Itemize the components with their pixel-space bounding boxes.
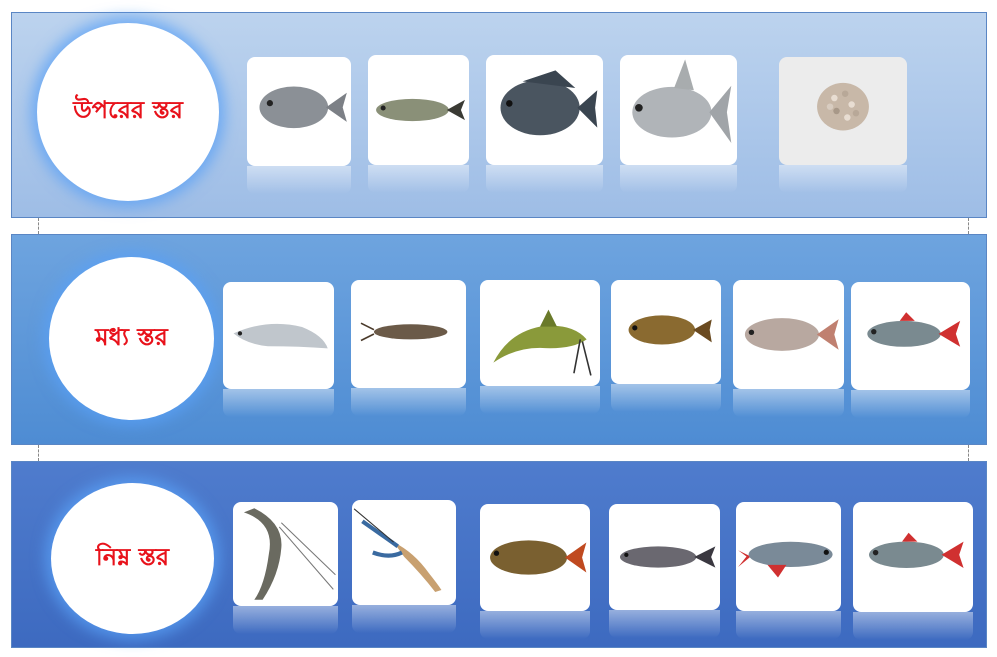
- fish-catfish-small-icon: [360, 322, 448, 342]
- upper-layer-label: উপরের স্তর: [73, 95, 183, 124]
- shrimp-icon: [243, 508, 336, 600]
- fish-red-fin-icon: [869, 532, 964, 568]
- fish-tile: [247, 57, 351, 194]
- guide-line-right: [968, 445, 969, 461]
- fish-knifefish-icon: [233, 323, 328, 349]
- fish-mrigal-icon: [619, 546, 716, 568]
- fish-tile: [609, 504, 720, 638]
- middle-layer-circle: মধ্য স্তর: [49, 257, 214, 420]
- fish-silver-barb-icon: [632, 59, 732, 143]
- fish-common-carp-icon: [490, 540, 587, 575]
- fish-tile: [486, 55, 603, 193]
- fish-rohu-icon: [744, 318, 839, 351]
- lower-layer-circle: নিম্ন স্তর: [51, 483, 214, 634]
- fish-tile: [480, 280, 600, 414]
- fish-tile: [351, 280, 466, 416]
- fish-tile: [851, 282, 970, 418]
- fish-climbing-perch-icon: [628, 315, 712, 345]
- fish-carp-icon: [259, 86, 347, 129]
- fish-pangasius-icon: [738, 541, 833, 578]
- prawn-tile: [352, 500, 456, 633]
- guide-line-right: [968, 218, 969, 234]
- shrimp-tile: [233, 502, 338, 634]
- guide-line-left: [38, 445, 39, 461]
- fish-tile: [733, 280, 844, 417]
- fish-silver-carp-icon: [376, 98, 465, 122]
- fish-tile: [736, 502, 841, 639]
- fish-tile: [480, 504, 590, 639]
- fish-tile: [611, 280, 721, 412]
- prawn-blue-claw-icon: [353, 508, 442, 593]
- upper-layer-circle: উপরের স্তর: [37, 23, 219, 201]
- fish-tile: [620, 55, 737, 193]
- fish-tile: [853, 502, 973, 640]
- fish-tile: [223, 282, 334, 417]
- fish-red-fin-icon: [867, 312, 961, 347]
- middle-layer-label: মধ্য স্তর: [95, 321, 168, 351]
- feed-tile: [779, 57, 907, 193]
- lower-layer-label: নিম্ন স্তর: [95, 541, 170, 571]
- fish-tile: [368, 55, 469, 193]
- fish-feed-pellets-icon: [817, 82, 869, 131]
- fish-catfish-icon: [493, 309, 592, 376]
- guide-line-left: [38, 218, 39, 234]
- fish-tilapia-icon: [500, 70, 598, 136]
